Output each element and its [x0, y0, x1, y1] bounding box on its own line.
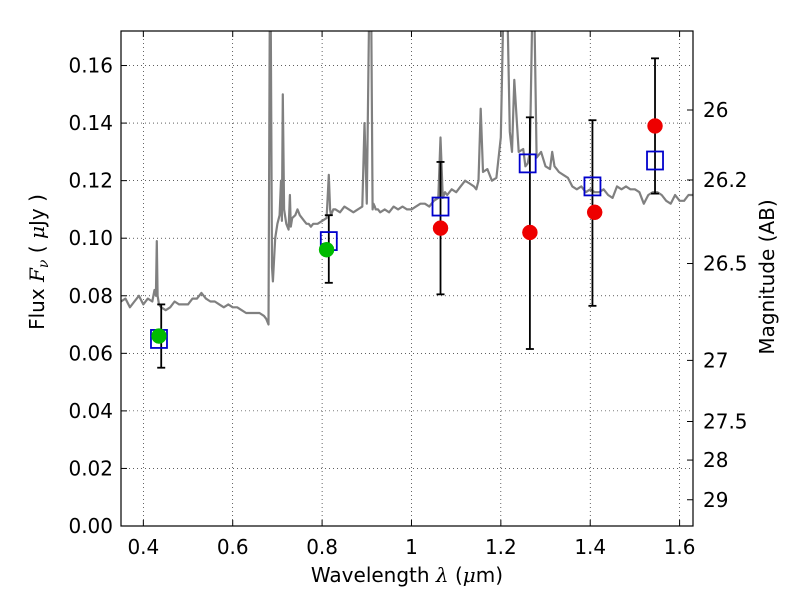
y2-axis-label: Magnitude (AB) — [755, 199, 779, 354]
green-data-point — [151, 328, 167, 344]
y2-tick-label: 26 — [703, 98, 728, 122]
y-tick-label: 0.04 — [68, 399, 113, 423]
x-tick-label: 1.4 — [574, 535, 606, 559]
x-tick-label: 0.8 — [306, 535, 338, 559]
y2-tick-label: 27.5 — [703, 410, 748, 434]
x-tick-label: 0.4 — [127, 535, 159, 559]
x-tick-label: 1.6 — [664, 535, 696, 559]
y-tick-label: 0.14 — [68, 111, 113, 135]
y2-tick-label: 26.5 — [703, 252, 748, 276]
green-data-point — [318, 241, 335, 258]
model-square-point — [646, 150, 664, 171]
plot-frame — [120, 30, 694, 527]
y-tick-label: 0.02 — [68, 456, 113, 480]
spectrum-line — [121, 31, 693, 326]
model-square-point — [518, 153, 537, 174]
x-axis-label: Wavelength λ (μm) — [311, 563, 503, 587]
ticks-layer: 0.4 0.6 0.8 1 1.2 1.4 1.6 0.00 0.02 0.04 0.06 0.08 0… — [68, 31, 748, 559]
red-data-point — [522, 224, 538, 241]
y-tick-label: 0.12 — [68, 169, 113, 193]
y-tick-label: 0.08 — [68, 284, 113, 308]
y-tick-label: 0.16 — [68, 54, 113, 78]
x-tick-label: 0.6 — [217, 535, 249, 559]
data-layer — [121, 31, 693, 369]
y-tick-label: 0.00 — [68, 514, 113, 538]
y-tick-label: 0.06 — [68, 341, 113, 365]
x-tick-label: 1 — [405, 535, 418, 559]
y2-tick-label: 29 — [703, 488, 728, 512]
y2-tick-label: 28 — [703, 448, 728, 472]
y2-tick-label: 26.2 — [703, 168, 748, 192]
model-square-point — [583, 176, 602, 197]
y2-tick-label: 27 — [703, 348, 728, 372]
model-square-point — [431, 196, 450, 217]
x-tick-label: 1.2 — [485, 535, 517, 559]
red-data-point — [647, 118, 663, 134]
red-data-point — [432, 220, 449, 236]
y-axis-label: Flux Fν ( μJy ) — [25, 194, 52, 330]
red-data-point — [586, 204, 603, 221]
y-tick-label: 0.10 — [68, 226, 113, 250]
